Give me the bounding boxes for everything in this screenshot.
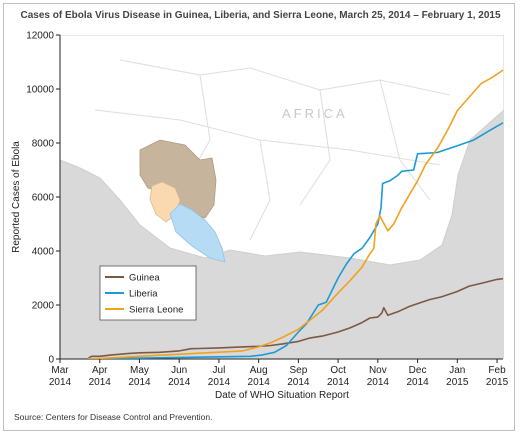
map-label-africa: AFRICA — [282, 106, 348, 121]
x-tick-label-month: Apr — [92, 365, 108, 376]
legend-label-guinea: Guinea — [129, 273, 160, 284]
x-axis: Mar2014Apr2014May2014Jun2014Jul2014Aug20… — [49, 358, 509, 388]
y-tick-label: 0 — [48, 355, 54, 366]
x-tick-label-month: Aug — [250, 365, 268, 376]
legend-label-sierra-leone: Sierra Leone — [129, 305, 183, 316]
liberia-region — [169, 203, 226, 263]
guinea-region — [139, 139, 217, 219]
series-line-sierra-leone — [88, 69, 504, 359]
chart-title: Cases of Ebola Virus Disease in Guinea, … — [20, 10, 501, 21]
africa-map: AFRICA — [60, 35, 504, 266]
x-tick-label-year: 2014 — [287, 377, 310, 388]
y-tick-label: 8000 — [32, 139, 55, 150]
series-lines — [88, 69, 504, 359]
series-line-guinea — [88, 277, 504, 359]
x-tick-label-month: May — [130, 365, 149, 376]
x-tick-label-month: Mar — [51, 365, 69, 376]
x-tick-label-year: 2014 — [248, 377, 271, 388]
x-axis-title: Date of WHO Situation Report — [215, 390, 349, 401]
x-tick-label-year: 2014 — [406, 377, 429, 388]
y-axis: 0 2000 4000 6000 8000 10000 12000 — [26, 31, 61, 366]
x-tick-label-month: Sep — [289, 365, 307, 376]
x-tick-label-month: Nov — [369, 365, 387, 376]
x-tick-label-month: Jun — [171, 365, 187, 376]
x-tick-label-year: 2014 — [208, 377, 231, 388]
y-tick-label: 4000 — [32, 247, 55, 258]
x-tick-label-month: Jul — [213, 365, 226, 376]
x-tick-label-year: 2014 — [89, 377, 112, 388]
y-tick-label: 10000 — [26, 85, 54, 96]
x-tick-label-year: 2015 — [486, 377, 509, 388]
y-tick-label: 6000 — [32, 193, 55, 204]
y-tick-label: 12000 — [26, 31, 54, 42]
country-borders — [94, 59, 451, 241]
legend-label-liberia: Liberia — [129, 289, 158, 300]
x-tick-label-month: Oct — [330, 365, 346, 376]
series-line-liberia — [88, 122, 504, 359]
x-tick-label-year: 2014 — [168, 377, 191, 388]
x-tick-label-month: Dec — [409, 365, 427, 376]
x-tick-label-year: 2014 — [367, 377, 390, 388]
x-tick-label-year: 2014 — [49, 377, 72, 388]
x-tick-label-year: 2015 — [446, 377, 469, 388]
x-tick-label-year: 2014 — [327, 377, 350, 388]
y-tick-label: 2000 — [32, 301, 55, 312]
x-tick-label-month: Jan — [449, 365, 465, 376]
x-tick-label-month: Feb — [488, 365, 506, 376]
y-axis-title: Reported Cases of Ebola — [11, 141, 22, 253]
legend: Guinea Liberia Sierra Leone — [99, 265, 197, 321]
x-tick-label-year: 2014 — [128, 377, 151, 388]
source-note: Source: Centers for Disease Control and … — [14, 412, 213, 422]
